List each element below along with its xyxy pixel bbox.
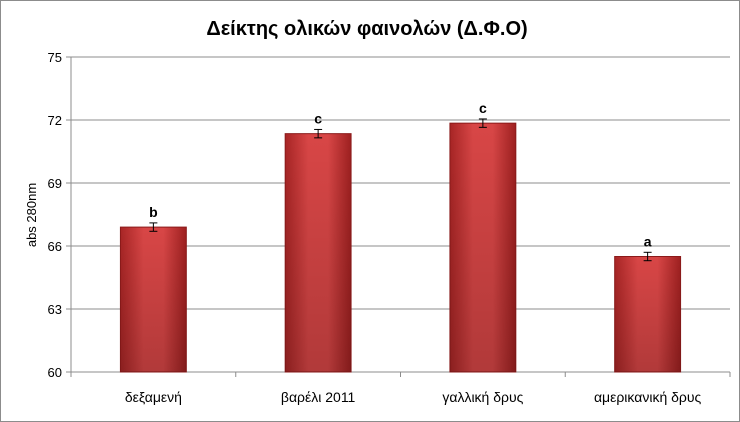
y-tick-label: 72 <box>48 113 62 128</box>
y-tick-label: 69 <box>48 176 62 191</box>
y-tick-label: 60 <box>48 365 62 380</box>
x-category-label: αμερικανική δρυς <box>594 389 702 405</box>
bar-shade <box>449 123 516 373</box>
x-category-label: γαλλική δρυς <box>442 389 523 405</box>
bar-shade <box>285 133 352 372</box>
plot-area: 60 63 66 69 72 75 b δεξαμενή c βαρέλι 2011 c γαλλικ… <box>48 50 731 405</box>
y-axis-label: abs 280nm <box>24 183 39 247</box>
significance-letter: c <box>314 110 322 126</box>
x-category-label: δεξαμενή <box>125 389 182 405</box>
significance-letter: c <box>479 100 487 116</box>
y-tick-label: 75 <box>48 50 62 65</box>
chart-title: Δείκτης ολικών φαινολών (Δ.Φ.Ο) <box>206 18 527 40</box>
significance-letter: a <box>644 233 652 249</box>
y-tick-label: 66 <box>48 239 62 254</box>
bar-shade <box>614 256 681 372</box>
y-tick-label: 63 <box>48 302 62 317</box>
significance-letter: b <box>149 204 158 220</box>
bar-shade <box>120 227 187 372</box>
x-category-label: βαρέλι 2011 <box>281 389 356 405</box>
